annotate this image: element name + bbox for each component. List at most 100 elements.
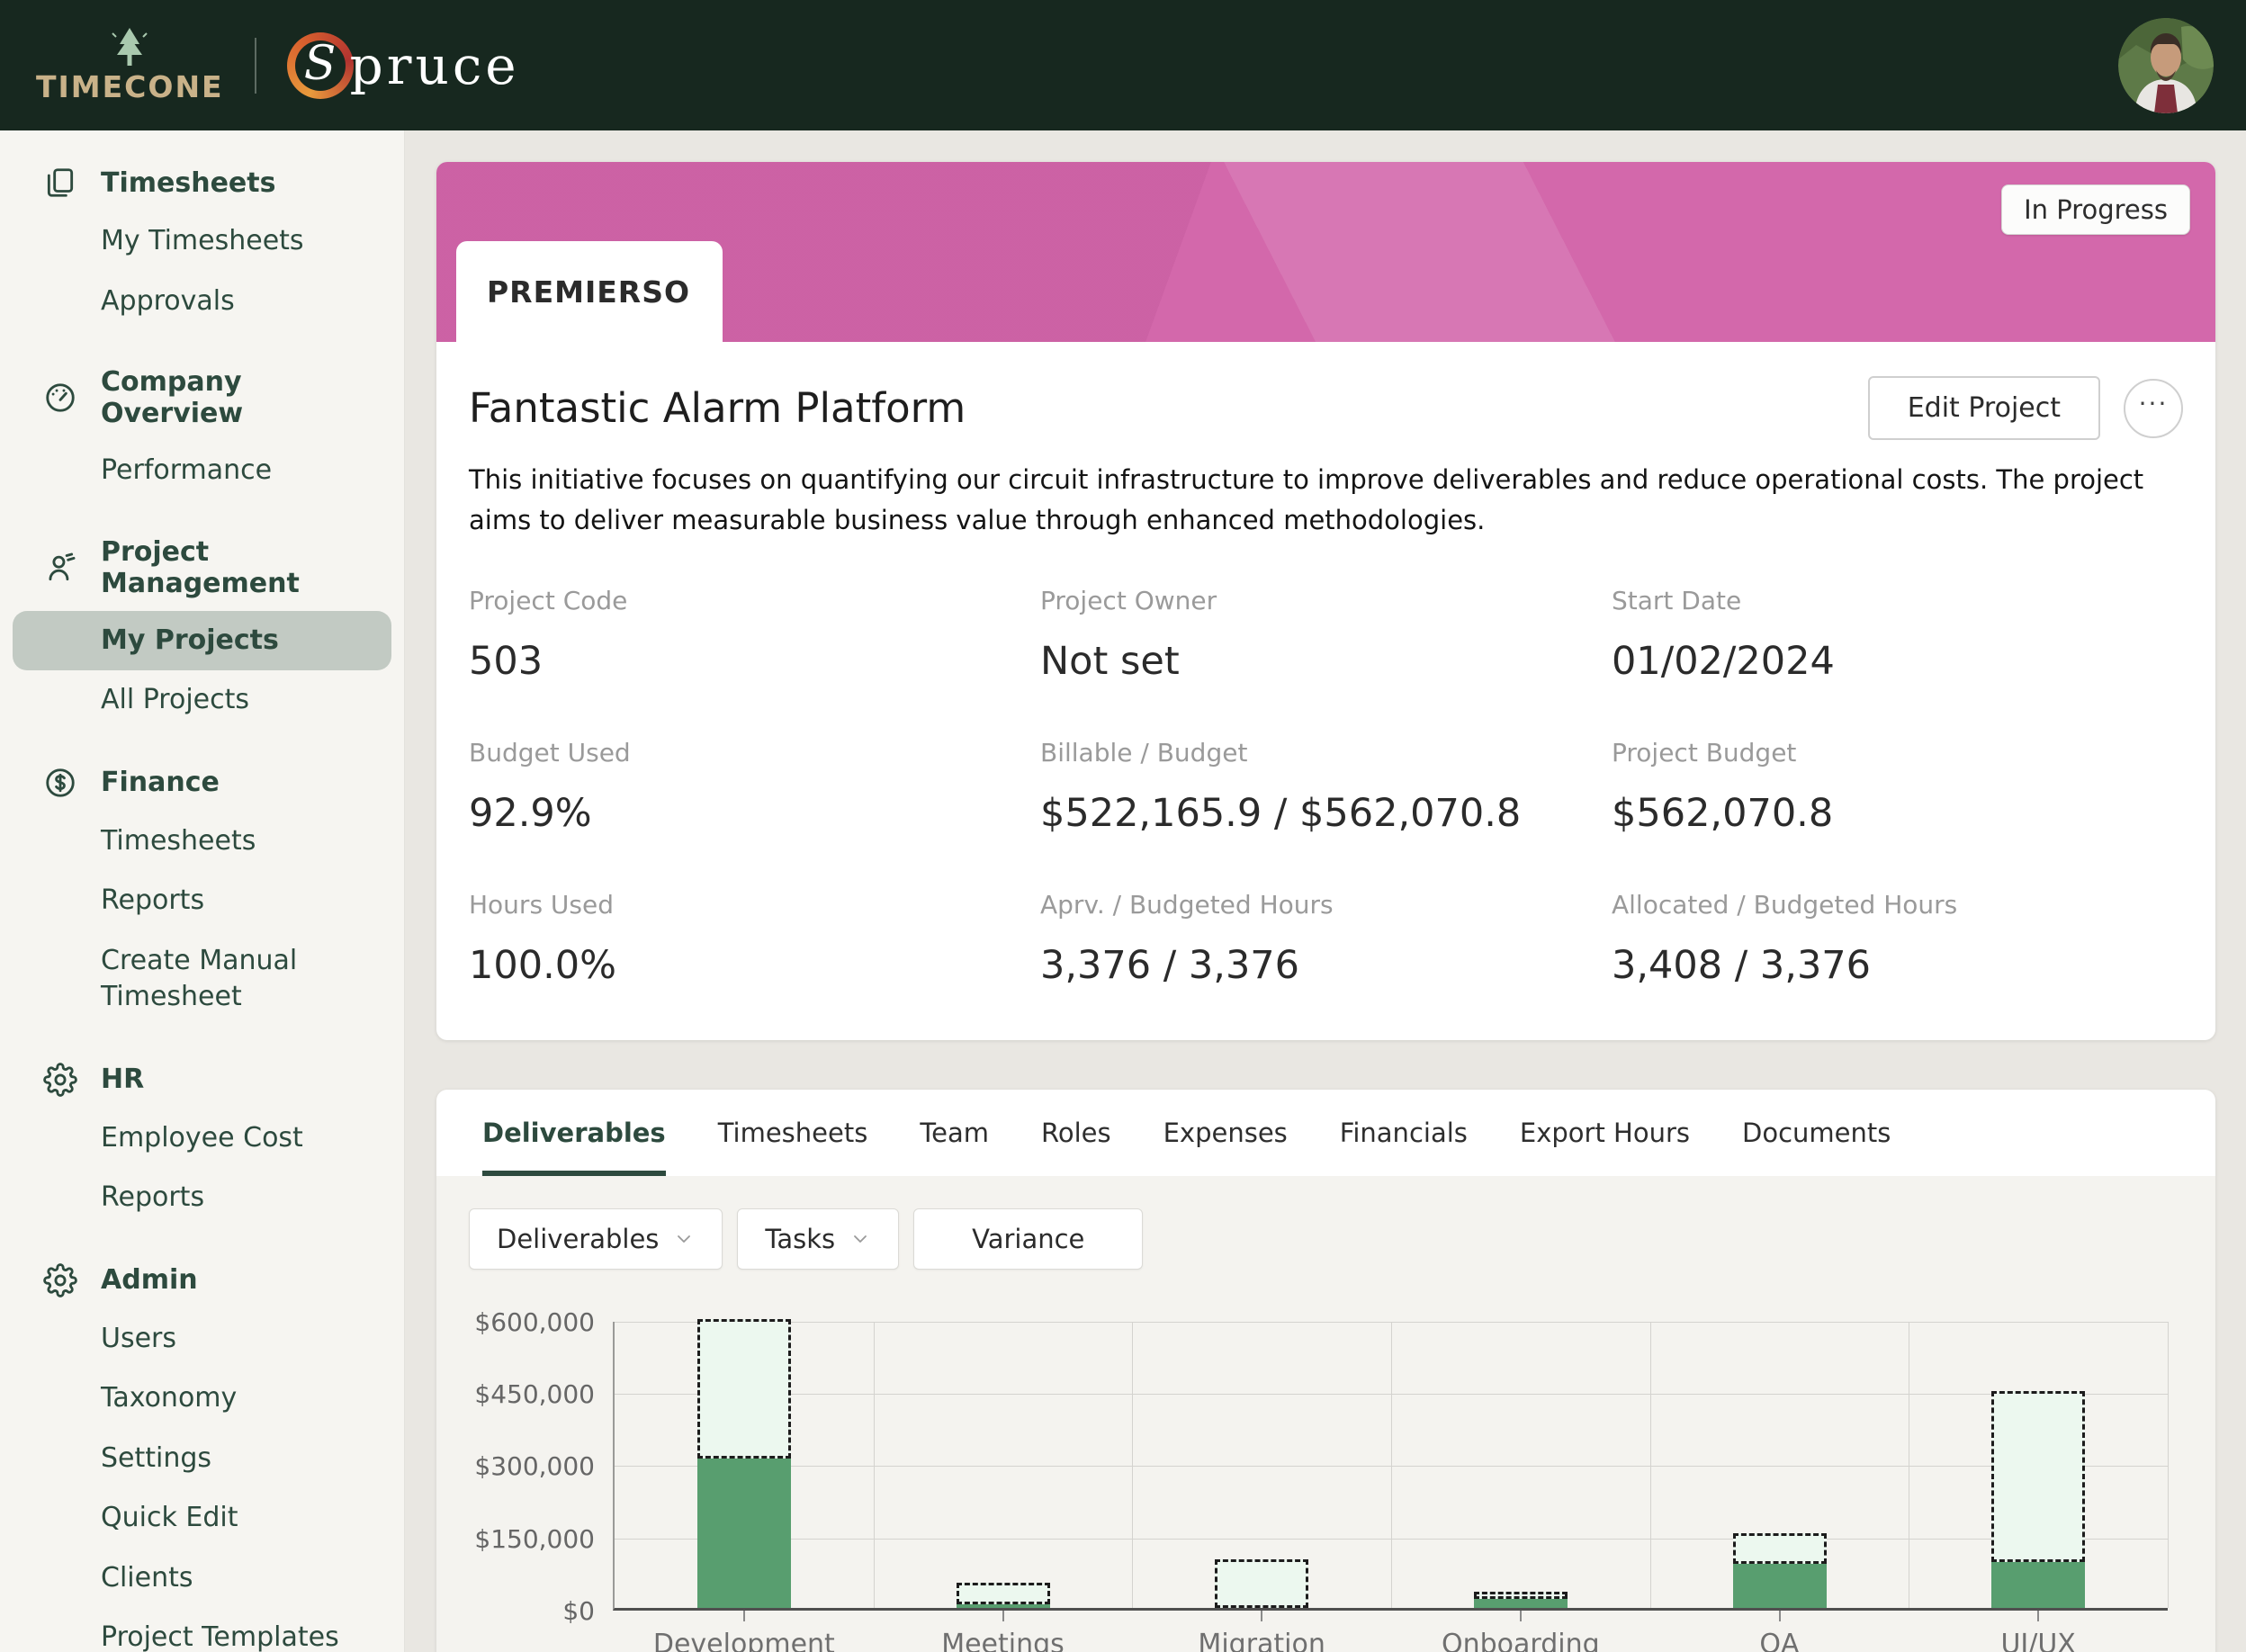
gauge-icon bbox=[46, 383, 75, 412]
stat-start-date: Start Date 01/02/2024 bbox=[1612, 586, 2183, 684]
x-axis-tick bbox=[742, 1610, 745, 1621]
gridline bbox=[2168, 1321, 2169, 1608]
stat-project-owner: Project Owner Not set bbox=[1040, 586, 1612, 684]
stat-project-code: Project Code 503 bbox=[469, 586, 1040, 684]
main-content: In Progress PREMIERSO Fantastic Alarm Pl… bbox=[406, 130, 2246, 1652]
sidebar-item-quick-edit[interactable]: Quick Edit bbox=[101, 1502, 238, 1533]
project-banner: In Progress PREMIERSO bbox=[436, 162, 2215, 342]
sidebar-item-my-projects[interactable]: My Projects bbox=[13, 610, 391, 670]
sidebar-item-timesheets[interactable]: Timesheets bbox=[101, 824, 256, 857]
x-axis-tick bbox=[1519, 1610, 1522, 1621]
sidebar-item-project-templates[interactable]: Project Templates bbox=[101, 1621, 339, 1652]
gridline bbox=[1132, 1321, 1134, 1608]
budget-bar bbox=[1215, 1559, 1309, 1608]
stat-label: Hours Used bbox=[469, 889, 615, 920]
sidebar-section-timesheets[interactable]: Timesheets bbox=[0, 154, 404, 211]
user-avatar[interactable] bbox=[2118, 18, 2214, 113]
sidebar-item-settings[interactable]: Settings bbox=[101, 1441, 212, 1474]
sidebar-item-users[interactable]: Users bbox=[101, 1322, 177, 1354]
budget-bar bbox=[956, 1583, 1050, 1604]
bar-group-ui-ux bbox=[1991, 1391, 2086, 1608]
stat-label: Budget Used bbox=[469, 737, 631, 768]
sidebar-section: Timesheets My Timesheets Approvals bbox=[0, 154, 404, 331]
project-card: In Progress PREMIERSO Fantastic Alarm Pl… bbox=[436, 162, 2215, 1040]
budget-bar bbox=[696, 1318, 791, 1459]
sidebar-item-all-projects[interactable]: All Projects bbox=[101, 684, 249, 715]
sidebar-item-clients[interactable]: Clients bbox=[101, 1561, 193, 1594]
tab-timesheets[interactable]: Timesheets bbox=[717, 1117, 868, 1148]
tab-documents[interactable]: Documents bbox=[1742, 1117, 1891, 1148]
tab-financials[interactable]: Financials bbox=[1339, 1117, 1468, 1148]
gridline bbox=[873, 1321, 875, 1608]
project-code-tab: PREMIERSO bbox=[456, 241, 723, 342]
sidebar-item-my-timesheets[interactable]: My Timesheets bbox=[101, 225, 304, 256]
filter-tasks-button[interactable]: Tasks bbox=[737, 1208, 900, 1270]
gridline bbox=[1649, 1321, 1651, 1608]
sidebar-item-approvals[interactable]: Approvals bbox=[101, 284, 235, 317]
sidebar-section-label: Company Overview bbox=[101, 366, 244, 429]
sidebar-item-reports[interactable]: Reports bbox=[101, 1181, 205, 1213]
timecone-logo: TIMECONE bbox=[36, 26, 224, 104]
spruce-initial: S bbox=[303, 36, 337, 91]
sidebar-item-reports[interactable]: Reports bbox=[101, 884, 205, 916]
bar-group-qa bbox=[1732, 1532, 1827, 1608]
sidebar-section-hr[interactable]: HR bbox=[0, 1051, 404, 1109]
clipboard-icon bbox=[47, 168, 74, 197]
project-description: This initiative focuses on quantifying o… bbox=[469, 464, 2144, 535]
sidebar-section-admin[interactable]: Admin bbox=[0, 1252, 404, 1309]
tab-export-hours[interactable]: Export Hours bbox=[1519, 1117, 1690, 1148]
sidebar-section-company-overview[interactable]: Company Overview bbox=[0, 355, 404, 441]
sidebar-section-finance[interactable]: Finance bbox=[0, 754, 404, 812]
actual-bar bbox=[696, 1459, 791, 1608]
avatar-image bbox=[2118, 18, 2214, 113]
chart-filters: Deliverables Tasks Variance bbox=[436, 1176, 2215, 1270]
actual-bar bbox=[1991, 1562, 2086, 1608]
sidebar-item-create-manual-timesheet[interactable]: Create Manual Timesheet bbox=[101, 944, 298, 1013]
y-axis-tick-label: $450,000 bbox=[474, 1379, 595, 1410]
brand-primary-text: TIMECONE bbox=[36, 69, 224, 104]
sidebar-section-label: Admin bbox=[101, 1264, 198, 1296]
budget-variance-chart: Development Meetings Migration Onboarding QA… bbox=[469, 1307, 2190, 1652]
sidebar-section: Company Overview Performance bbox=[0, 355, 404, 501]
bar-group-onboarding bbox=[1473, 1592, 1568, 1608]
stat-value: 100.0% bbox=[469, 942, 616, 988]
sidebar-section-label: Finance bbox=[101, 767, 220, 798]
x-axis-tick bbox=[2037, 1610, 2040, 1621]
stat-budget-used: Budget Used 92.9% bbox=[469, 738, 1040, 836]
sidebar-item-employee-cost[interactable]: Employee Cost bbox=[101, 1121, 303, 1154]
tab-roles[interactable]: Roles bbox=[1040, 1117, 1111, 1148]
filter-label: Deliverables bbox=[497, 1223, 660, 1254]
stat-label: Billable / Budget bbox=[1040, 737, 1248, 768]
stat-value: Not set bbox=[1040, 638, 1180, 684]
stat-label: Project Owner bbox=[1040, 585, 1217, 615]
tab-expenses[interactable]: Expenses bbox=[1163, 1117, 1288, 1148]
stat-value: $562,070.8 bbox=[1612, 790, 1834, 836]
more-options-button[interactable]: ··· bbox=[2124, 378, 2183, 438]
tab-deliverables[interactable]: Deliverables bbox=[456, 1090, 692, 1176]
x-axis-label: Migration bbox=[1198, 1628, 1325, 1652]
gear-icon bbox=[43, 1062, 77, 1097]
bar-group-development bbox=[696, 1318, 791, 1608]
actual-bar bbox=[956, 1603, 1050, 1608]
budget-bar bbox=[1473, 1592, 1568, 1600]
x-axis-label: Onboarding bbox=[1442, 1628, 1600, 1652]
tab-team[interactable]: Team bbox=[920, 1117, 989, 1148]
edit-project-button[interactable]: Edit Project bbox=[1867, 376, 2100, 440]
tree-icon bbox=[112, 28, 148, 66]
filter-deliverables-button[interactable]: Deliverables bbox=[469, 1208, 723, 1270]
sidebar-item-performance[interactable]: Performance bbox=[101, 454, 273, 486]
person-icon bbox=[49, 552, 76, 580]
stat-value: 3,408 / 3,376 bbox=[1612, 942, 1872, 988]
sidebar: Timesheets My Timesheets Approvals Company … bbox=[0, 130, 405, 1652]
filter-label: Variance bbox=[972, 1223, 1085, 1254]
filter-variance-button[interactable]: Variance bbox=[913, 1208, 1144, 1270]
sidebar-item-taxonomy[interactable]: Taxonomy bbox=[101, 1382, 238, 1414]
bar-group-meetings bbox=[956, 1583, 1050, 1608]
sidebar-section-project-management[interactable]: Project Management bbox=[0, 525, 404, 611]
project-tabs: Deliverables Timesheets Team Roles Expenses F… bbox=[436, 1089, 2215, 1176]
gear-icon bbox=[43, 1262, 77, 1297]
brand: TIMECONE S pruce bbox=[36, 26, 520, 104]
sidebar-section-label: HR bbox=[101, 1064, 145, 1095]
actual-bar bbox=[1473, 1599, 1568, 1608]
stat-allocated-budgeted-hours: Allocated / Budgeted Hours 3,408 / 3,376 bbox=[1612, 890, 2183, 988]
